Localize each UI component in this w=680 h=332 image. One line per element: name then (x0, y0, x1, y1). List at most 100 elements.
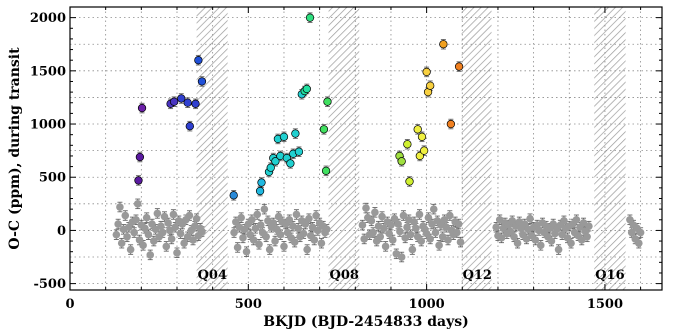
out-of-transit-point (381, 242, 390, 251)
out-of-transit-point (180, 239, 188, 247)
out-of-transit-point (399, 211, 408, 220)
out-of-transit-point (255, 240, 263, 249)
out-of-transit-point (146, 251, 155, 259)
out-of-transit-point (378, 212, 386, 221)
in-transit-point (305, 13, 315, 22)
out-of-transit-point (585, 222, 593, 230)
out-of-transit-point (388, 236, 397, 244)
out-of-transit-point (429, 205, 438, 213)
out-of-transit-point (362, 204, 370, 212)
in-transit-point (415, 151, 425, 161)
out-of-transit-point (513, 239, 522, 247)
out-of-transit-point (125, 223, 133, 232)
out-of-transit-point (567, 239, 575, 247)
out-of-transit-point (283, 228, 292, 237)
out-of-transit-point (431, 228, 440, 237)
out-of-transit-point (406, 230, 415, 239)
out-of-transit-point (141, 224, 149, 233)
out-of-transit-point (157, 222, 165, 230)
out-of-transit-point (454, 220, 463, 228)
quarter-label-2: Q12 (463, 268, 492, 283)
in-transit-point (169, 97, 179, 106)
gap-band-3 (594, 7, 626, 290)
in-transit-point (271, 157, 280, 166)
out-of-transit-point (396, 227, 404, 236)
in-transit-point (177, 94, 186, 103)
out-of-transit-point (299, 229, 308, 238)
in-transit-point (419, 146, 429, 155)
out-of-transit-point (269, 219, 278, 227)
gap-band-0 (196, 7, 228, 290)
out-of-transit-point (153, 209, 162, 218)
out-of-transit-point (176, 229, 185, 238)
in-transit-point (183, 98, 192, 107)
out-of-transit-point (198, 227, 206, 236)
out-of-transit-point (117, 239, 126, 247)
out-of-transit-point (285, 215, 294, 224)
out-of-transit-point (230, 228, 238, 237)
out-of-transit-point (150, 237, 158, 245)
out-of-transit-point (627, 228, 636, 237)
in-transit-point (191, 99, 200, 108)
out-of-transit-point (232, 218, 240, 226)
out-of-transit-point (367, 217, 376, 225)
out-of-transit-point (253, 210, 262, 219)
out-of-transit-point (531, 236, 540, 244)
in-transit-point (413, 125, 422, 134)
out-of-transit-point (260, 205, 269, 213)
out-of-transit-point (148, 220, 156, 228)
out-of-transit-point (506, 227, 515, 236)
out-of-transit-point (385, 229, 393, 238)
out-of-transit-point (246, 230, 254, 239)
out-of-transit-point (192, 214, 201, 223)
out-of-transit-point (160, 212, 169, 221)
in-transit-point (321, 166, 331, 175)
out-of-transit-point (162, 242, 171, 251)
out-of-transit-point (583, 233, 591, 241)
out-of-transit-point (554, 245, 563, 254)
in-transit-point (439, 40, 448, 49)
out-of-transit-point (380, 224, 388, 233)
out-of-transit-point (444, 236, 452, 244)
out-of-transit-point (112, 230, 121, 239)
out-of-transit-point (358, 221, 367, 229)
out-of-transit-point (173, 248, 181, 257)
in-transit-point (255, 186, 265, 196)
in-transit-point (185, 122, 194, 131)
out-of-transit-point (547, 237, 556, 245)
out-of-transit-point (510, 233, 518, 241)
out-of-transit-point (280, 242, 288, 251)
in-transit-point (446, 119, 456, 129)
x-tick-label: 1500 (587, 297, 623, 312)
in-transit-point (135, 152, 145, 162)
out-of-transit-point (492, 223, 500, 232)
in-transit-point (194, 56, 203, 65)
out-of-transit-point (360, 235, 369, 243)
out-of-transit-point (233, 243, 242, 252)
out-of-transit-point (508, 217, 517, 225)
in-transit-point (323, 97, 332, 106)
out-of-transit-point (294, 224, 303, 233)
in-transit-point (229, 191, 238, 200)
out-of-transit-point (394, 220, 402, 228)
x-tick-label: 500 (235, 297, 262, 312)
out-of-transit-point (273, 225, 281, 234)
out-of-transit-point (248, 215, 256, 224)
out-of-transit-point (167, 235, 176, 243)
out-of-transit-point (369, 228, 377, 237)
y-tick-label: 500 (39, 171, 66, 186)
out-of-transit-point (135, 236, 144, 244)
out-of-transit-point (164, 219, 172, 227)
in-transit-point (279, 132, 289, 141)
out-of-transit-point (312, 211, 320, 220)
gap-band-2 (461, 7, 492, 290)
out-of-transit-point (636, 228, 645, 237)
out-of-transit-point (242, 247, 251, 256)
out-of-transit-point (560, 217, 568, 225)
in-transit-point (266, 163, 275, 172)
y-tick-label: 2000 (30, 11, 66, 26)
out-of-transit-point (305, 214, 313, 223)
in-transit-point (137, 103, 147, 113)
in-transit-point (397, 157, 406, 166)
out-of-transit-point (456, 238, 465, 246)
